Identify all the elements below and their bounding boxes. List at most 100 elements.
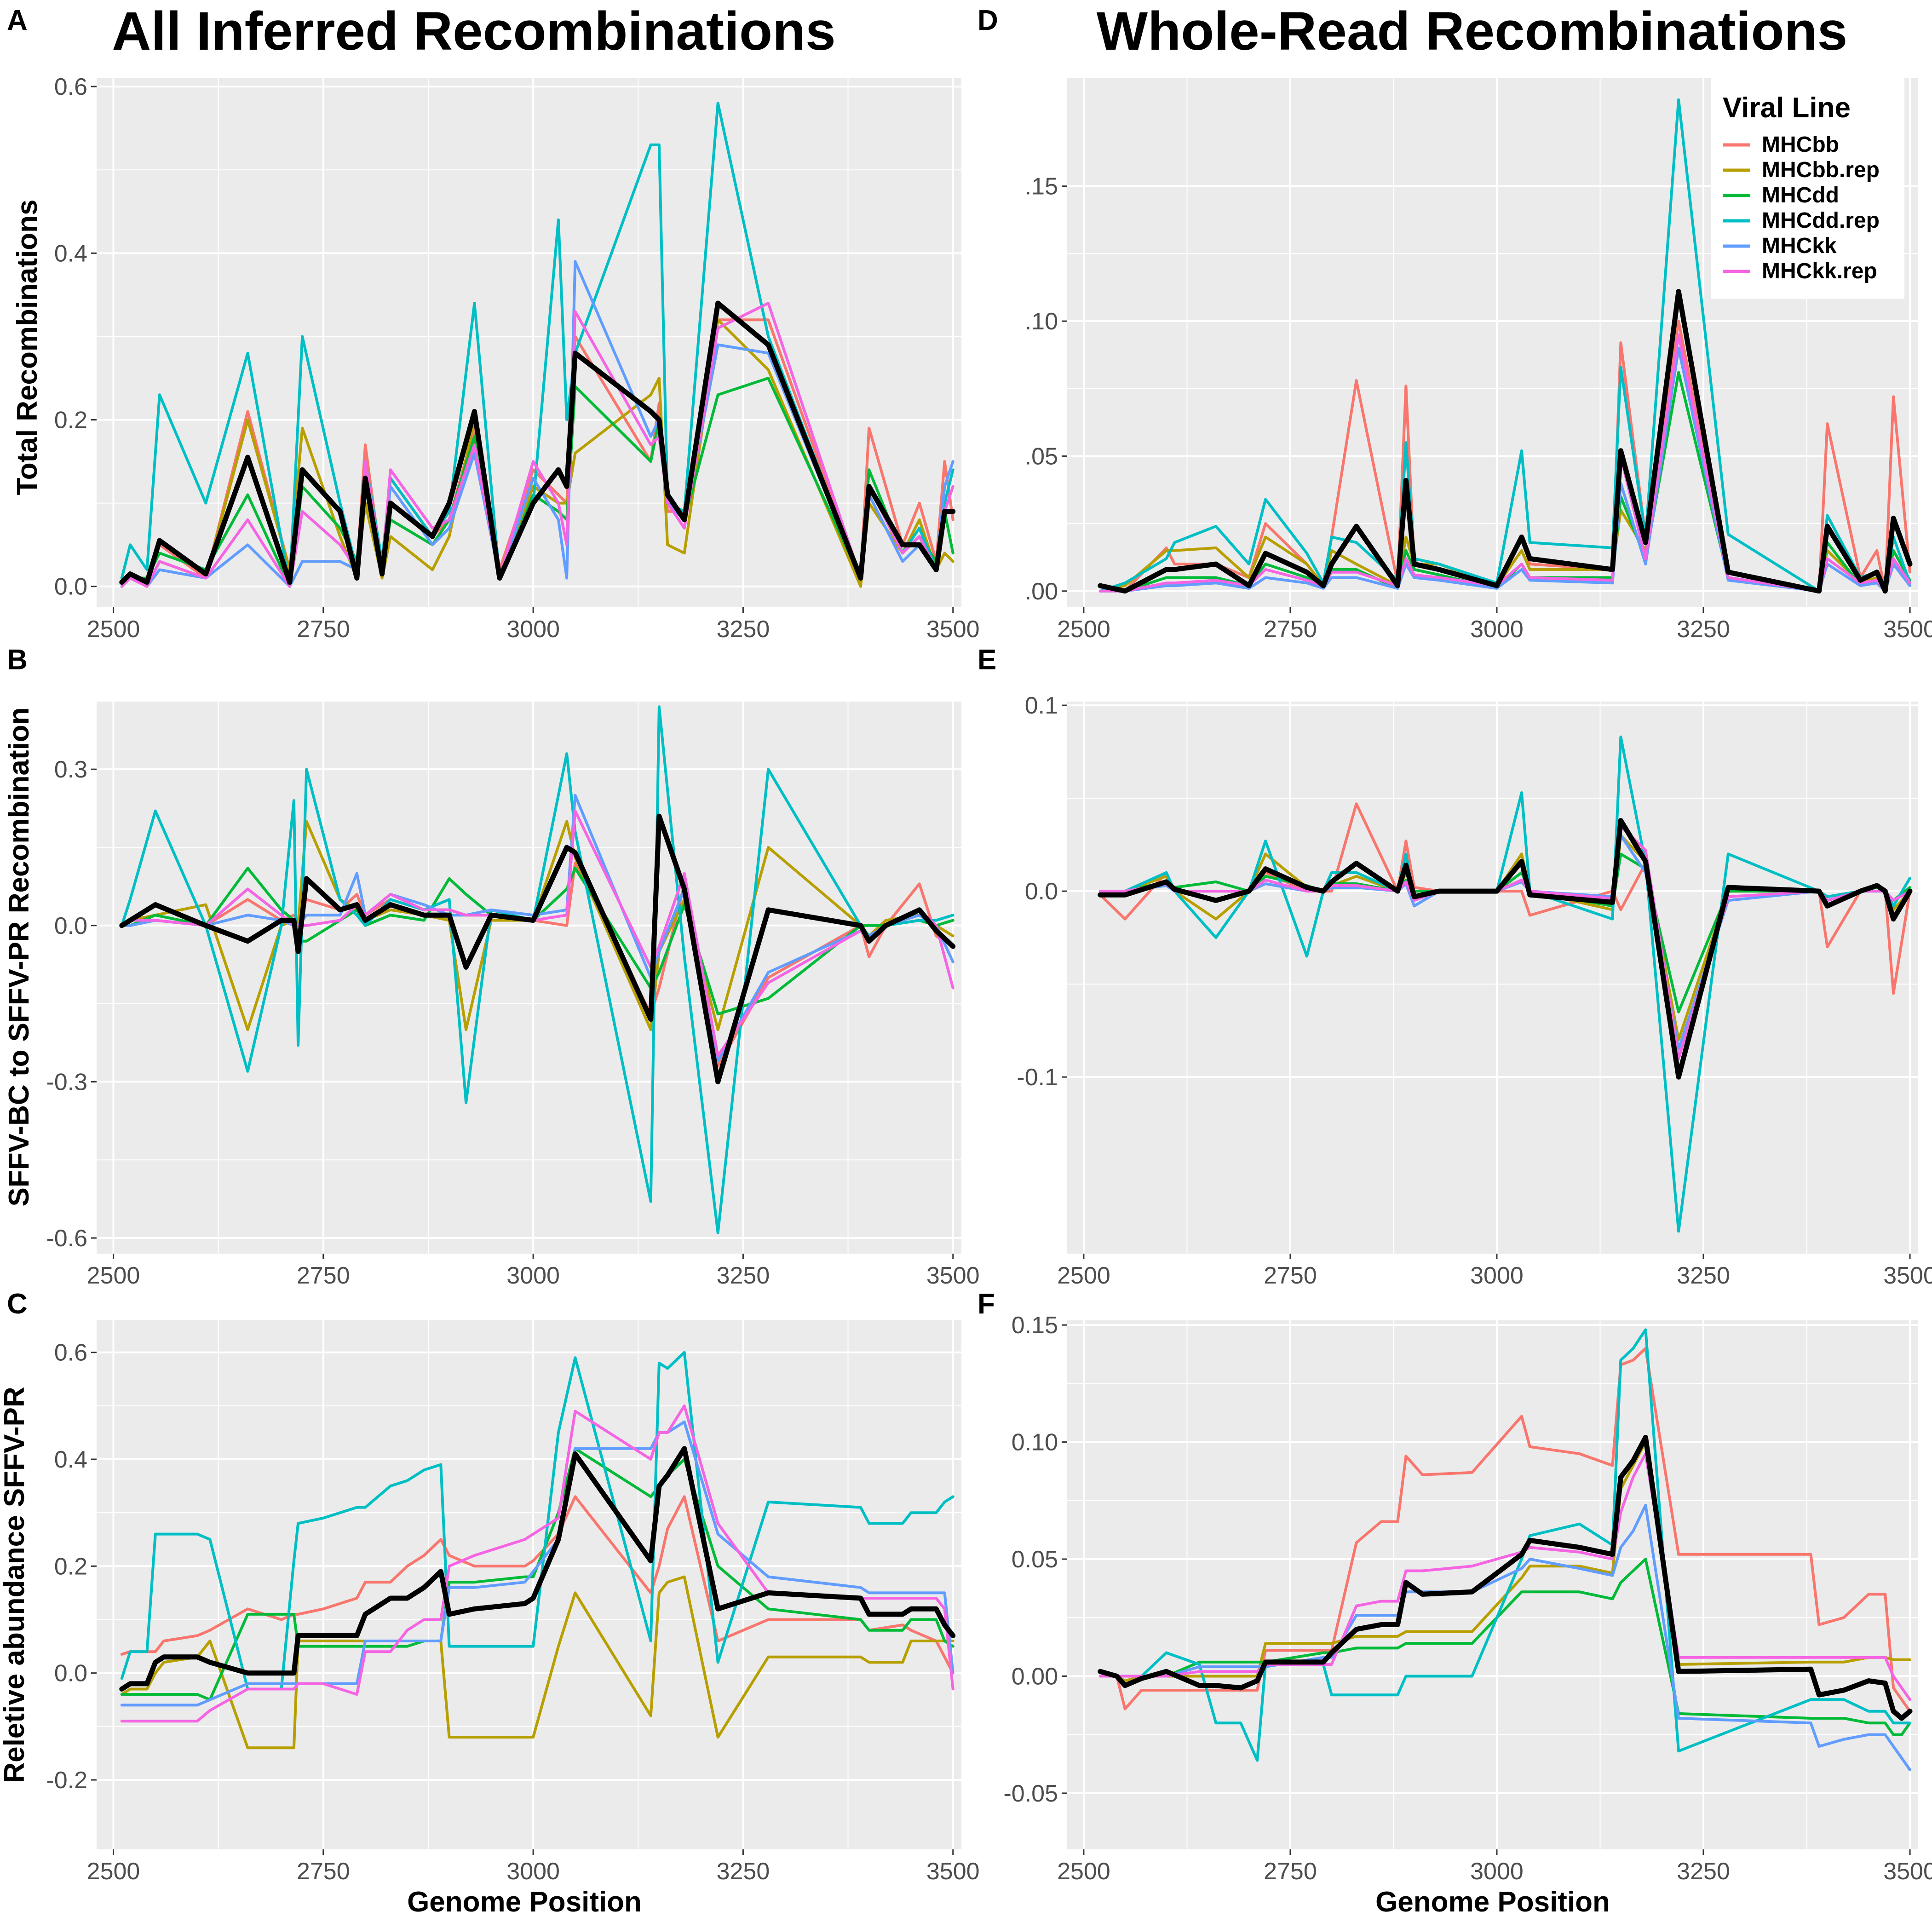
legend-label-mhcdd-rep: MHCdd.rep [1762,208,1880,233]
series-line-b-mean [119,813,956,1084]
y-tick-label: 0.0 [54,574,87,600]
y-tick-label: 0.4 [54,1446,87,1473]
panel-letter-d: D [978,5,998,36]
series-line-f-mhcdd-rep [1098,1328,1911,1762]
x-tick-label: 2750 [1264,1262,1317,1289]
y-tick-label: .15 [1025,173,1058,200]
legend-label-mhcbb-rep: MHCbb.rep [1762,158,1880,182]
y-tick-label: 0.3 [54,756,87,783]
x-axis-title-right: Genome Position [1375,1886,1610,1917]
x-tick-label: 2750 [297,1262,350,1289]
legend-label-mhckk-rep: MHCkk.rep [1762,259,1877,283]
series-line-c-mhcdd-rep [120,1351,954,1691]
legend-label-mhcbb: MHCbb [1762,132,1839,157]
x-tick-label: 3000 [1470,1262,1524,1289]
legend-label-mhckk: MHCkk [1762,234,1837,258]
x-tick-label: 3500 [926,1858,980,1885]
panel-a: 2500 2750 3000 3250 3500 0.0 0.2 0.4 0.6 [54,74,980,643]
y-tick-label: -0.6 [46,1225,87,1252]
y-tick-label: 0.6 [54,74,87,100]
series-line-f-mean [1098,1434,1913,1721]
y-tick-label: 0.0 [54,1660,87,1687]
y-tick-label: 0.6 [54,1340,87,1366]
y-axis-title-a: Total Recombinations [12,199,43,495]
panel-e: 2500 2750 3000 3250 3500 -0.1 0.0 0.1 [1017,692,1932,1289]
y-tick-label: 0.0 [54,913,87,939]
series-line-d-mean [1098,289,1913,594]
panel-b: 2500 2750 3000 3250 3500 -0.6 -0.3 0.0 0.3 [46,702,980,1289]
plot-background-e [1067,702,1918,1254]
panel-letter-b: B [7,644,28,676]
x-axis-title-left: Genome Position [407,1886,642,1917]
panel-f: 2500 2750 3000 3250 3500 -0.05 0.00 0.05 0.10 0.1… [1003,1312,1932,1885]
legend: Viral Line MHCbbMHCbb.repMHCddMHCdd.repM… [1711,78,1904,299]
panels: 2500 2750 3000 3250 3500 0.0 0.2 0.4 0.6 2500 2750… [46,74,1932,1885]
series-line-f-mhckk-rep [1098,1452,1911,1701]
legend-label-mhcdd: MHCdd [1762,183,1839,207]
legend-title: Viral Line [1723,92,1851,124]
x-tick-label: 3000 [506,1262,560,1289]
series-line-d-mhcdd-rep [1098,98,1911,593]
x-tick-label: 2750 [1264,1858,1317,1885]
plot-background-f [1067,1320,1918,1849]
y-tick-label: 0.15 [1012,1312,1058,1339]
panel-letter-e: E [978,644,996,676]
y-axis-title-c: Reletive abundance SFFV-PR [0,1387,30,1783]
panel-letter-c: C [7,1288,28,1320]
x-tick-label: 3250 [1677,616,1730,643]
column-title-right: Whole-Read Recombinations [1097,1,1847,62]
series-line-c-mhcbb-rep [120,1575,954,1750]
y-tick-label: 0.2 [54,407,87,434]
x-tick-label: 3250 [717,616,770,643]
x-tick-label: 3250 [717,1262,770,1289]
x-tick-label: 3250 [1677,1858,1730,1885]
x-tick-label: 2500 [87,616,140,643]
series-line-f-mhcbb-rep [1098,1440,1911,1682]
x-tick-label: 3250 [717,1858,770,1885]
panel-c: 2500 2750 3000 3250 3500 -0.2 0.0 0.2 0.4 0.6 [46,1320,980,1885]
series-line-a-mean [119,300,956,585]
x-tick-label: 2500 [87,1858,140,1885]
y-tick-label: -0.05 [1003,1780,1058,1807]
x-tick-label: 2750 [297,616,350,643]
y-tick-label: 0.05 [1012,1546,1058,1573]
x-tick-label: 3500 [1883,1262,1932,1289]
series-line-e-mean [1098,818,1913,1080]
x-tick-label: 3000 [506,1858,560,1885]
x-tick-label: 2500 [1057,616,1110,643]
legend-background [1711,78,1904,299]
y-tick-label: 0.0 [1025,878,1058,905]
x-tick-label: 3500 [1883,616,1932,643]
panel-letter-f: F [978,1288,995,1320]
panel-letter-a: A [7,5,28,36]
column-title-left: All Inferred Recombinations [112,1,836,62]
plot-background-b [97,702,961,1254]
plot-background-a [97,78,961,607]
plot-background-c [97,1320,961,1849]
x-tick-label: 2500 [1057,1262,1110,1289]
x-tick-label: 2750 [1264,616,1317,643]
series-line-c-mean [119,1446,956,1692]
y-tick-label: 0.2 [54,1553,87,1580]
y-tick-label: -0.1 [1017,1064,1058,1091]
x-tick-label: 3500 [926,1262,980,1289]
x-tick-label: 2500 [1057,1858,1110,1885]
y-tick-label: 0.10 [1012,1429,1058,1456]
x-tick-label: 3500 [926,616,980,643]
y-tick-label: -0.2 [46,1767,87,1794]
y-tick-label: .00 [1025,578,1058,605]
x-tick-label: 3000 [506,616,560,643]
series-line-d-mhckk [1098,346,1911,593]
x-tick-label: 2750 [297,1858,350,1885]
y-tick-label: .05 [1025,443,1058,470]
x-tick-label: 3000 [1470,1858,1524,1885]
series-line-f-mhcdd [1098,1558,1911,1736]
y-tick-label: 0.00 [1012,1663,1058,1690]
y-axis-title-b: SFFV-BC to SFFV-PR Recombination [3,707,35,1206]
x-tick-label: 3000 [1470,616,1524,643]
y-tick-label: -0.3 [46,1069,87,1095]
x-tick-label: 2500 [87,1262,140,1289]
y-tick-label: 0.1 [1025,692,1058,719]
x-tick-label: 3250 [1677,1262,1730,1289]
